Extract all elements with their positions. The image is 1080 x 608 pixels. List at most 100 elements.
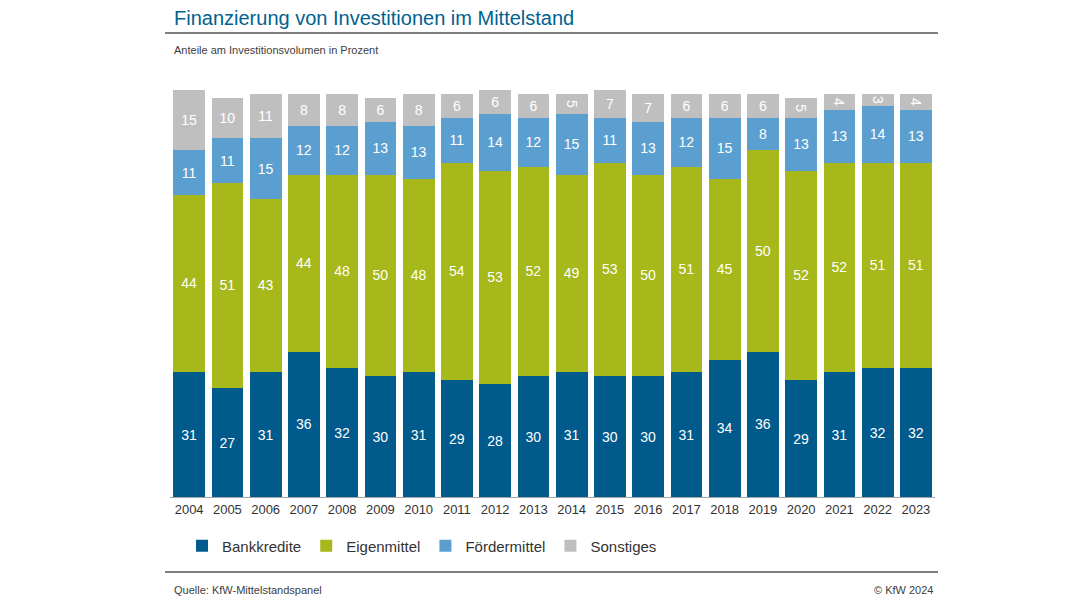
svg-text:45: 45	[717, 261, 733, 277]
svg-text:53: 53	[487, 269, 503, 285]
svg-text:6: 6	[759, 98, 767, 114]
svg-text:13: 13	[411, 144, 427, 160]
svg-text:50: 50	[755, 243, 771, 259]
svg-text:15: 15	[258, 161, 274, 177]
svg-text:28: 28	[487, 433, 503, 449]
svg-text:12: 12	[525, 134, 541, 150]
svg-text:11: 11	[450, 132, 465, 148]
svg-text:13: 13	[908, 128, 924, 144]
svg-text:14: 14	[487, 134, 503, 150]
svg-text:32: 32	[334, 425, 350, 441]
svg-text:2017: 2017	[672, 502, 701, 517]
svg-text:Anteile am Investitionsvolumen: Anteile am Investitionsvolumen in Prozen…	[174, 44, 378, 56]
svg-text:5: 5	[564, 100, 580, 108]
svg-text:10: 10	[219, 110, 235, 126]
svg-text:15: 15	[717, 140, 733, 156]
svg-text:31: 31	[678, 427, 694, 443]
svg-text:52: 52	[831, 259, 847, 275]
svg-text:6: 6	[376, 102, 384, 118]
svg-text:6: 6	[529, 98, 537, 114]
svg-text:2019: 2019	[748, 502, 777, 517]
svg-text:44: 44	[296, 255, 312, 271]
svg-text:12: 12	[334, 142, 350, 158]
svg-text:48: 48	[411, 267, 427, 283]
svg-text:2004: 2004	[175, 502, 204, 517]
svg-text:51: 51	[219, 277, 235, 293]
svg-text:12: 12	[678, 134, 694, 150]
svg-text:2011: 2011	[443, 502, 471, 517]
svg-text:2016: 2016	[634, 502, 663, 517]
svg-text:30: 30	[602, 429, 618, 445]
svg-text:52: 52	[793, 267, 809, 283]
svg-text:2023: 2023	[901, 502, 930, 517]
svg-text:8: 8	[338, 102, 346, 118]
svg-text:43: 43	[258, 277, 274, 293]
svg-text:50: 50	[372, 267, 388, 283]
svg-text:51: 51	[870, 257, 886, 273]
svg-text:15: 15	[564, 136, 580, 152]
svg-text:7: 7	[606, 96, 614, 112]
svg-text:29: 29	[793, 431, 809, 447]
svg-text:36: 36	[755, 416, 771, 432]
svg-text:Bankkredite: Bankkredite	[222, 538, 301, 555]
svg-text:2005: 2005	[213, 502, 242, 517]
svg-text:Eigenmittel: Eigenmittel	[346, 538, 420, 555]
svg-text:36: 36	[296, 416, 312, 432]
svg-text:32: 32	[908, 425, 924, 441]
svg-text:48: 48	[334, 263, 350, 279]
svg-text:11: 11	[258, 108, 273, 124]
svg-text:13: 13	[372, 140, 388, 156]
svg-text:15: 15	[181, 112, 197, 128]
svg-text:5: 5	[793, 104, 809, 112]
svg-text:13: 13	[640, 140, 656, 156]
svg-text:6: 6	[453, 98, 461, 114]
svg-text:6: 6	[491, 94, 499, 110]
svg-text:2007: 2007	[289, 502, 318, 517]
svg-text:4: 4	[831, 98, 847, 106]
svg-text:2015: 2015	[595, 502, 624, 517]
svg-text:27: 27	[219, 435, 235, 451]
svg-text:11: 11	[220, 153, 235, 169]
svg-text:2009: 2009	[366, 502, 395, 517]
svg-text:8: 8	[415, 102, 423, 118]
svg-text:32: 32	[870, 425, 886, 441]
svg-text:7: 7	[644, 100, 652, 116]
svg-text:8: 8	[300, 102, 308, 118]
svg-text:2008: 2008	[328, 502, 357, 517]
svg-text:13: 13	[831, 128, 847, 144]
svg-text:4: 4	[908, 98, 924, 106]
svg-text:Fördermittel: Fördermittel	[465, 538, 545, 555]
svg-text:3: 3	[870, 96, 886, 104]
svg-text:2018: 2018	[710, 502, 739, 517]
svg-text:54: 54	[449, 263, 465, 279]
svg-text:12: 12	[296, 142, 312, 158]
svg-text:31: 31	[411, 427, 427, 443]
svg-text:6: 6	[721, 98, 729, 114]
svg-text:49: 49	[564, 265, 580, 281]
svg-text:2022: 2022	[863, 502, 892, 517]
svg-text:31: 31	[831, 427, 847, 443]
svg-text:2014: 2014	[557, 502, 586, 517]
svg-text:Finanzierung von Investitionen: Finanzierung von Investitionen im Mittel…	[174, 7, 574, 29]
svg-text:11: 11	[182, 165, 197, 181]
svg-text:50: 50	[640, 267, 656, 283]
svg-text:34: 34	[717, 420, 733, 436]
svg-text:13: 13	[793, 136, 809, 152]
svg-text:53: 53	[602, 261, 618, 277]
svg-text:31: 31	[564, 427, 580, 443]
svg-text:52: 52	[525, 263, 541, 279]
svg-text:29: 29	[449, 431, 465, 447]
svg-text:51: 51	[678, 261, 694, 277]
svg-text:14: 14	[870, 126, 886, 142]
svg-text:2020: 2020	[787, 502, 816, 517]
svg-text:44: 44	[181, 275, 197, 291]
svg-text:30: 30	[372, 429, 388, 445]
svg-text:8: 8	[759, 126, 767, 142]
svg-text:30: 30	[640, 429, 656, 445]
svg-text:2021: 2021	[825, 502, 854, 517]
svg-text:31: 31	[258, 427, 274, 443]
svg-text:2013: 2013	[519, 502, 548, 517]
svg-text:2006: 2006	[251, 502, 280, 517]
svg-text:2012: 2012	[481, 502, 510, 517]
svg-text:6: 6	[682, 98, 690, 114]
